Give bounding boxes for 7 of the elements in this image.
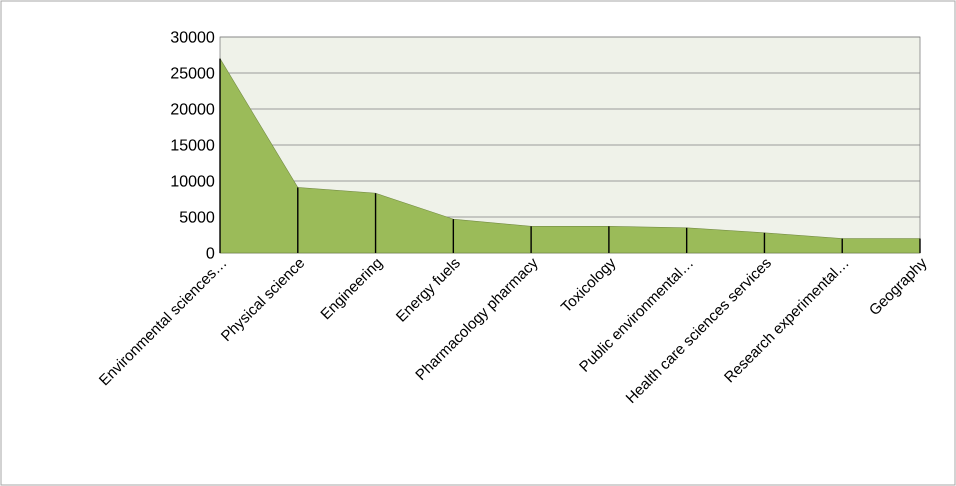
y-tick-label: 5000 xyxy=(180,211,214,223)
y-tick-label: 10000 xyxy=(172,175,214,187)
y-tick-label: 20000 xyxy=(171,103,214,115)
y-tick-label: 15000 xyxy=(172,139,214,151)
y-tick-label: 30000 xyxy=(170,31,214,43)
y-tick-label: 0 xyxy=(206,247,214,259)
y-tick-label: 25000 xyxy=(171,67,214,79)
